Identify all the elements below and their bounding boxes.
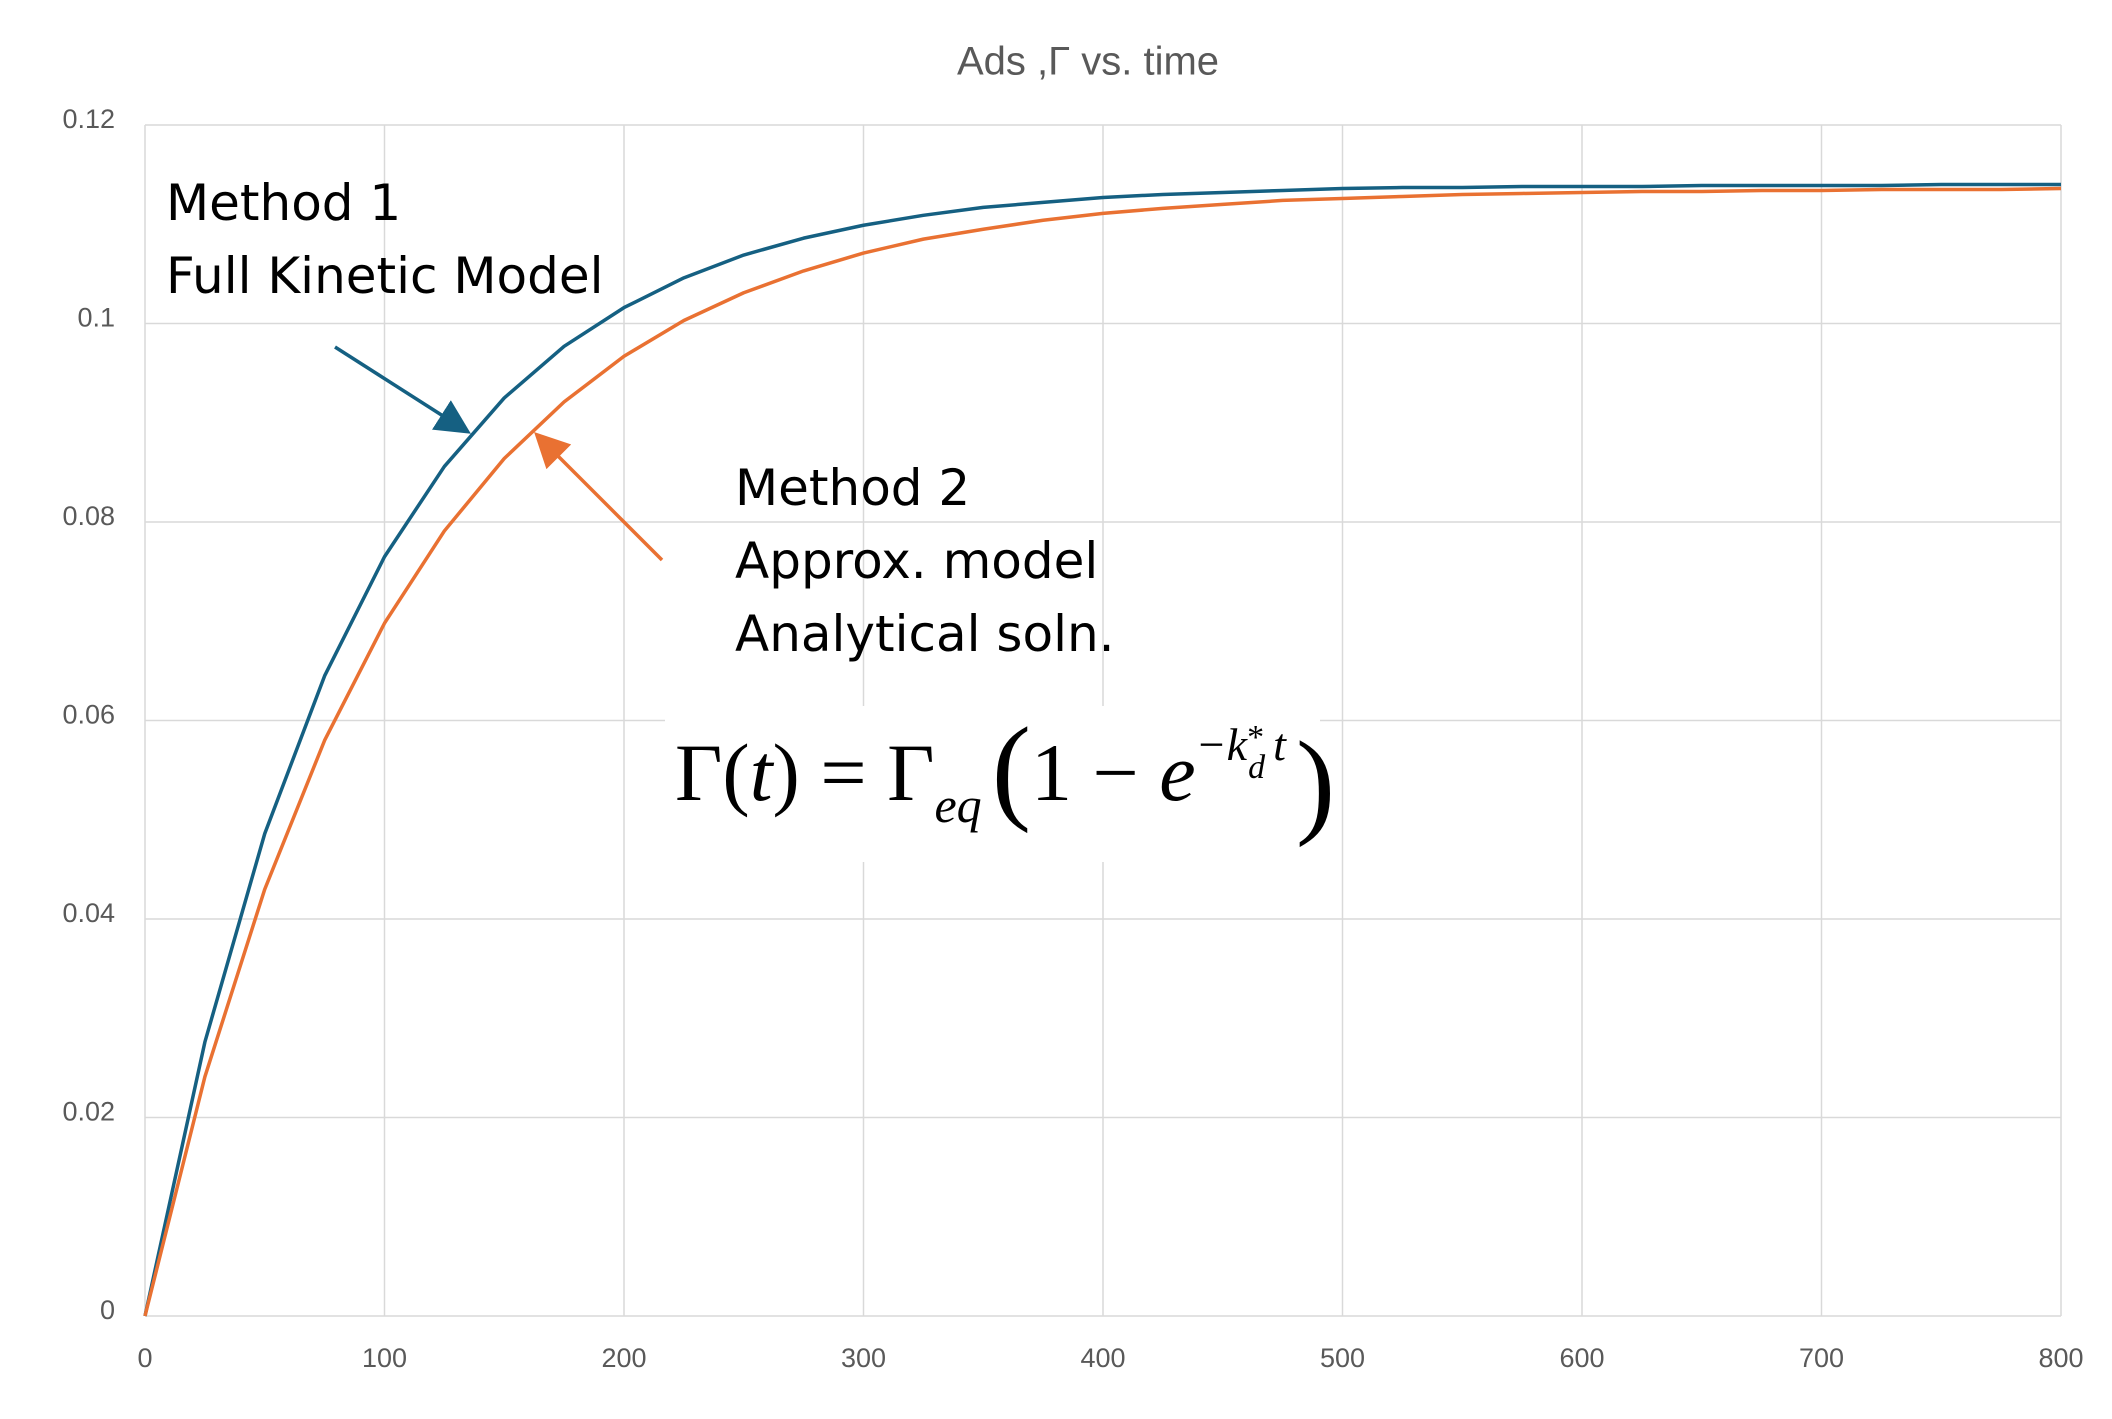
eq-part: ) = Γ	[773, 727, 935, 818]
eq-part: *	[1247, 719, 1264, 756]
arrow	[334, 345, 471, 434]
y-tick-label: 0.04	[62, 898, 115, 928]
annotation-text: Method 2	[735, 459, 970, 517]
y-tick-label: 0.02	[62, 1097, 115, 1127]
annotation-text: Analytical soln.	[735, 605, 1115, 663]
y-tick-label: 0	[100, 1295, 115, 1325]
annotation-text: Full Kinetic Model	[166, 247, 604, 305]
x-tick-label: 500	[1320, 1343, 1365, 1373]
eq-part: (	[992, 703, 1031, 834]
y-tick-label: 0.06	[62, 700, 115, 730]
x-tick-label: 600	[1559, 1343, 1604, 1373]
eq-part: d	[1248, 749, 1266, 786]
x-tick-label: 800	[2038, 1343, 2083, 1373]
x-tick-label: 300	[841, 1343, 886, 1373]
x-tick-label: 200	[601, 1343, 646, 1373]
lines	[143, 182, 2062, 1317]
x-tick-label: 700	[1799, 1343, 1844, 1373]
x-tick-label: 0	[137, 1343, 152, 1373]
eq-part: t	[750, 727, 775, 818]
series-line	[143, 182, 2061, 1317]
x-tick-label: 400	[1080, 1343, 1125, 1373]
y-tick-label: 0.1	[77, 303, 115, 333]
annotations: Method 1 Full Kinetic Model Method 2 App…	[166, 174, 1335, 862]
eq-part: eq	[934, 777, 981, 833]
equation: Γ(t) = Γeq(1 − e−k* d t)	[675, 703, 1335, 848]
series-line	[143, 186, 2062, 1317]
chart-title: Ads ,Γ vs. time	[957, 40, 1219, 84]
eq-part: 1 −	[1031, 727, 1159, 818]
equation-background	[665, 706, 1320, 862]
eq-part: t	[1273, 719, 1287, 770]
eq-part: Γ(	[675, 727, 750, 818]
eq-part: e	[1159, 727, 1195, 818]
eq-part: −k	[1196, 719, 1249, 770]
annotation-text: Method 1	[166, 174, 401, 232]
arrow	[534, 432, 664, 562]
annotation-text: Approx. model	[735, 532, 1098, 590]
y-tick-label: 0.12	[62, 104, 115, 134]
eq-part: )	[1296, 717, 1335, 848]
y-tick-label: 0.08	[62, 501, 115, 531]
x-tick-label: 100	[362, 1343, 407, 1373]
